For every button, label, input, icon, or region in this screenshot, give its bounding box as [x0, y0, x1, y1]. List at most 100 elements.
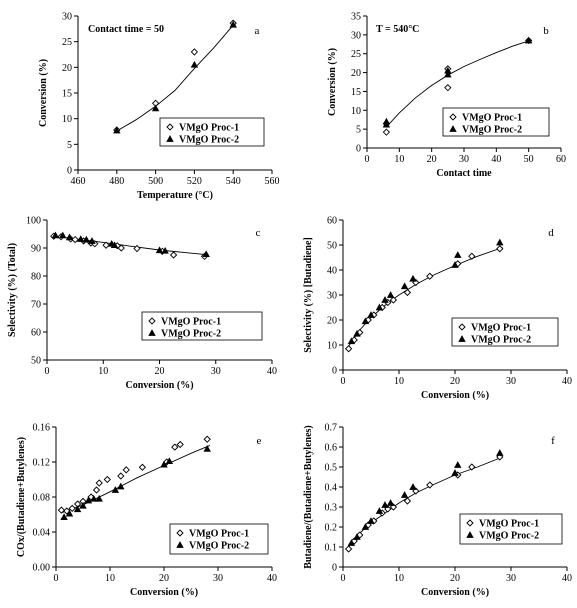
x-tick-label: 480 [109, 176, 124, 187]
y-tick-label: 0 [332, 563, 337, 574]
series-1 [113, 19, 237, 134]
x-axis-label: Conversion (%) [421, 587, 489, 598]
x-tick-label: 40 [267, 573, 277, 584]
data-point [389, 296, 398, 304]
chart-panel-b: 0 10 20 30 40 50 60 0 5 10 15 20 25 30 35 Contact time C… [327, 12, 566, 180]
series-2 [60, 445, 211, 520]
y-tick-label: 90 [31, 244, 41, 255]
data-point [444, 84, 452, 92]
data-point [344, 345, 353, 353]
y-tick-label: 20 [62, 63, 72, 74]
data-point [88, 237, 96, 244]
x-tick-label: 0 [365, 154, 370, 165]
legend-marker-triangle [466, 531, 474, 538]
y-tick-label: 30 [62, 12, 72, 23]
data-point [117, 482, 125, 490]
y-tick-label: 30 [327, 291, 337, 302]
x-tick-label: 560 [265, 176, 280, 187]
y-tick-label: 0.2 [325, 523, 338, 534]
data-point [160, 460, 168, 468]
y-tick-label: 0.12 [33, 458, 51, 469]
data-point [110, 241, 119, 249]
y-tick-label: 0.1 [325, 543, 338, 554]
y-tick-label: 20 [327, 316, 337, 327]
data-point [102, 241, 110, 249]
data-point [347, 337, 356, 345]
x-tick-label: 10 [105, 573, 115, 584]
data-point [403, 288, 412, 297]
y-tick-label: 10 [62, 114, 72, 125]
data-point [367, 517, 375, 524]
legend-entry: VMgO Proc-1 [161, 317, 221, 328]
data-point [77, 235, 85, 242]
data-point [138, 463, 147, 471]
x-tick-label: 50 [524, 154, 534, 165]
y-tick-label: 0 [356, 144, 361, 155]
chart-annotation: T = 540°C [376, 24, 419, 35]
legend-marker-diamond [466, 519, 474, 527]
data-point [51, 231, 60, 239]
data-point [375, 303, 384, 311]
data-point [381, 296, 389, 303]
y-tick-label: 0 [67, 166, 72, 177]
x-tick-label: 30 [213, 573, 223, 584]
legend-entry: VMgO Proc-2 [189, 541, 249, 552]
data-point [202, 250, 210, 258]
data-point [361, 523, 370, 530]
y-tick-label: 10 [351, 106, 361, 117]
data-point [444, 70, 452, 78]
data-point [386, 499, 395, 506]
y-tick-label: 20 [351, 68, 361, 79]
y-tick-label: 0.16 [33, 423, 51, 434]
y-tick-label: 60 [31, 328, 41, 339]
y-tick-label: 60 [327, 216, 337, 227]
data-point [103, 475, 111, 484]
data-point [403, 497, 412, 505]
legend-entry: VMgO Proc-1 [189, 529, 249, 540]
data-point [122, 466, 130, 474]
data-point [444, 66, 452, 74]
data-point [117, 244, 125, 252]
x-tick-label: 20 [155, 366, 165, 377]
data-point [169, 251, 178, 259]
y-tick-label: 5 [67, 140, 72, 151]
data-point [375, 507, 384, 514]
x-tick-label: 40 [491, 154, 501, 165]
legend-marker-diamond [148, 317, 156, 325]
data-point [71, 235, 79, 244]
y-tick-label: 0.3 [325, 503, 338, 514]
y-axis-label: Selectivity (%) [Butadiene] [303, 237, 314, 353]
x-tick-label: 40 [562, 376, 572, 387]
y-tick-label: 0.5 [325, 463, 338, 474]
data-point [161, 246, 169, 254]
series-2 [113, 20, 237, 134]
x-axis-label: Conversion (%) [130, 587, 198, 598]
data-point [451, 261, 459, 268]
x-tick-label: 10 [394, 154, 404, 165]
data-point [95, 494, 103, 502]
x-tick-label: 40 [562, 573, 572, 584]
data-point [203, 445, 211, 452]
legend-entry: VMgO Proc-1 [471, 323, 531, 334]
panel-label: b [543, 25, 549, 37]
data-point [59, 231, 67, 239]
legend-marker-diamond [458, 323, 466, 331]
data-point [400, 282, 409, 290]
data-point [176, 440, 184, 449]
data-point [382, 117, 391, 125]
data-point [353, 329, 361, 337]
data-point [454, 461, 462, 468]
x-tick-label: 500 [148, 176, 163, 187]
series-1 [57, 435, 211, 515]
y-tick-label: 15 [62, 89, 72, 100]
panel-label: d [548, 227, 554, 239]
data-point [151, 104, 160, 112]
chart-panel-e: 0 10 20 30 40 0.00 0.04 0.08 0.12 0.16 Conversion … [16, 423, 277, 599]
data-point [524, 36, 533, 44]
x-axis-label: Temperature (°C) [137, 190, 213, 201]
x-tick-label: 520 [187, 176, 202, 187]
data-point [90, 494, 98, 502]
legend-marker-triangle [166, 135, 174, 142]
